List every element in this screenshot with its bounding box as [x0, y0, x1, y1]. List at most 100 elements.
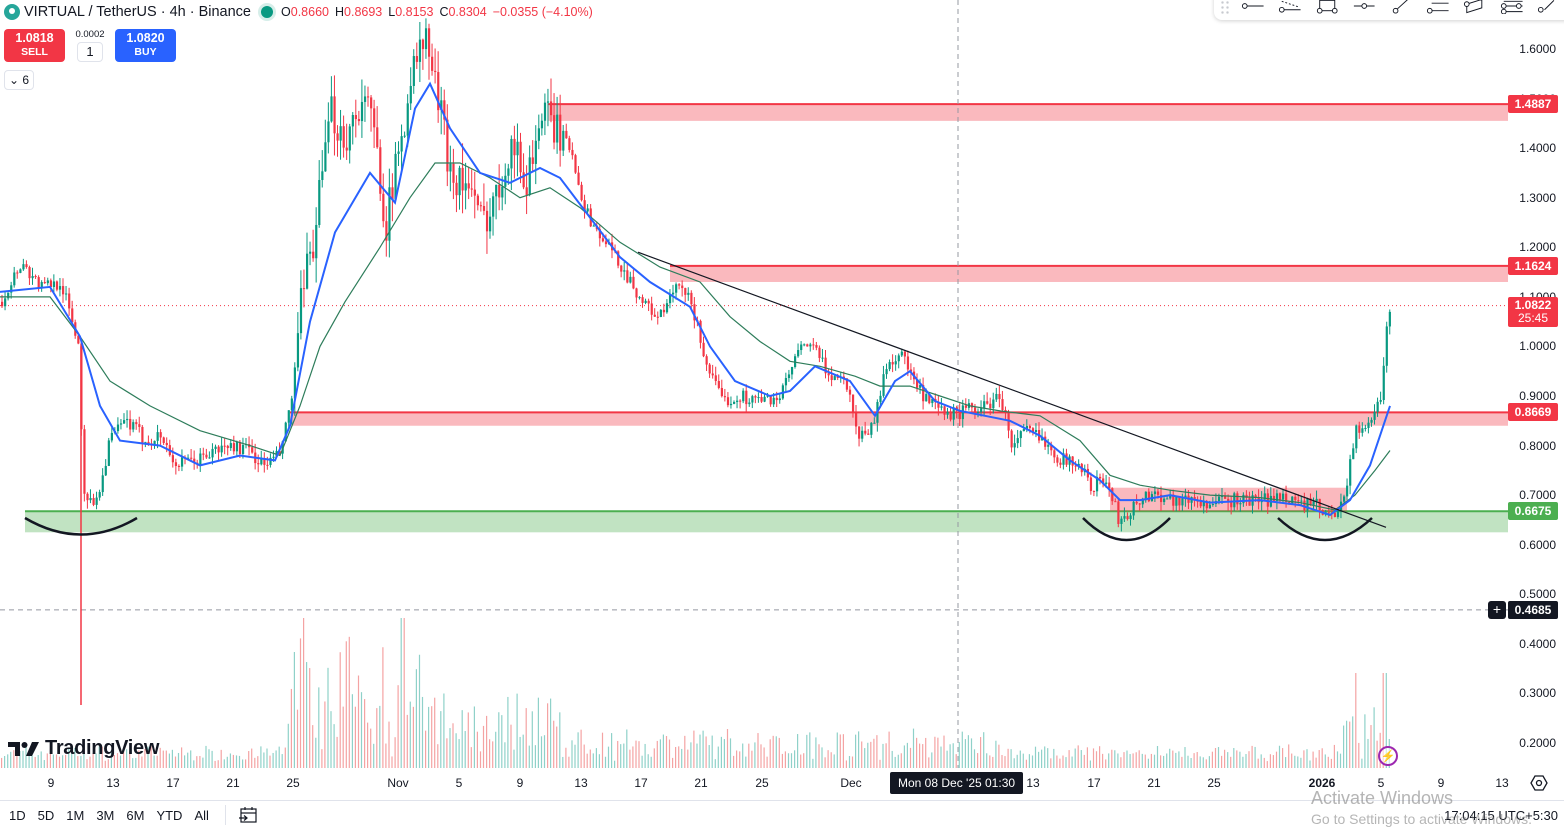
horizontal-ray-icon[interactable] [1352, 0, 1376, 14]
bar-countdown: 25:45 [1517, 310, 1549, 325]
price-label: 1.1624 [1508, 256, 1558, 275]
sell-price: 1.0818 [15, 31, 54, 45]
range-5d[interactable]: 5D [37, 807, 55, 823]
price-chart-canvas[interactable] [0, 0, 1508, 768]
rectangle-tool-icon[interactable] [1315, 0, 1339, 14]
price-tick: 0.6000 [1519, 537, 1556, 552]
bottom-toolbar: 1D 5D 1M 3M 6M YTD All 17:04:15 UTC+5:30 [0, 800, 1564, 829]
time-tick: 25 [286, 776, 300, 790]
sell-label: SELL [21, 46, 48, 58]
low-label: L [388, 5, 396, 19]
price-tick: 1.6000 [1519, 42, 1556, 56]
ema-fast-line[interactable] [0, 81, 1391, 517]
time-tick: 21 [694, 776, 708, 790]
time-tick: 17 [166, 776, 180, 790]
time-tick: 9 [1437, 776, 1445, 790]
quantity-input[interactable]: 1 [77, 42, 103, 62]
trend-line-icon[interactable] [1389, 0, 1413, 14]
close-value: 0.8304 [448, 5, 487, 19]
range-1d[interactable]: 1D [9, 807, 26, 823]
rounded-bottom-arc[interactable] [1082, 517, 1171, 542]
range-ytd[interactable]: YTD [156, 807, 183, 823]
parallel-channel-icon[interactable] [1278, 0, 1302, 14]
time-tick: Dec [840, 776, 862, 790]
price-label: 1.0822 25:45 [1508, 296, 1558, 327]
chevron-down-icon: ⌄ [8, 73, 20, 87]
go-to-date-icon[interactable] [238, 806, 258, 824]
add-alert-plus-icon[interactable]: + [1488, 600, 1506, 619]
ema-slow-line[interactable] [0, 162, 1391, 511]
price-label: 1.4887 [1508, 95, 1558, 114]
range-1m[interactable]: 1M [66, 807, 85, 823]
price-label-value: 0.8669 [1514, 405, 1552, 420]
resistance-zone[interactable] [548, 103, 1508, 121]
open-value: 0.8660 [290, 5, 329, 19]
clock-timezone[interactable]: 17:04:15 UTC+5:30 [1444, 808, 1558, 823]
price-axis[interactable]: 1.60001.50001.40001.30001.20001.10001.00… [1508, 0, 1564, 768]
time-tick: Nov [387, 776, 409, 790]
low-value: 0.8153 [395, 5, 434, 19]
price-tick: 0.7000 [1519, 488, 1556, 503]
candlesticks [1, 18, 1391, 705]
price-label-value: 1.0822 [1514, 297, 1552, 312]
range-all[interactable]: All [194, 807, 209, 823]
price-tick: 0.4000 [1519, 636, 1556, 651]
time-tick: 21 [226, 776, 240, 790]
price-tick: 1.4000 [1519, 141, 1556, 156]
indicators-toggle-button[interactable]: ⌄ 6 [4, 70, 34, 90]
resistance-zone[interactable] [290, 411, 1508, 426]
indicators-count: 6 [22, 73, 30, 87]
price-label-value: 0.4685 [1514, 602, 1552, 617]
price-tick: 0.3000 [1519, 686, 1556, 701]
high-value: 0.8693 [344, 5, 383, 19]
close-label: C [439, 5, 449, 19]
drawing-toolbar [1214, 0, 1564, 20]
price-label: 0.4685 [1508, 600, 1558, 619]
range-6m[interactable]: 6M [126, 807, 145, 823]
fib-retracement-icon[interactable] [1500, 0, 1524, 14]
price-tick: 1.0000 [1519, 339, 1556, 354]
buy-price: 1.0820 [126, 31, 165, 45]
drag-handle-icon[interactable] [1220, 0, 1230, 14]
rounded-bottom-arc[interactable] [24, 516, 138, 536]
lightning-icon[interactable]: ⚡ [1378, 746, 1398, 766]
info-line-icon[interactable] [1537, 0, 1561, 14]
symbol-logo-icon [4, 4, 20, 20]
parallelogram-icon[interactable] [1463, 0, 1487, 14]
range-3m[interactable]: 3M [96, 807, 115, 823]
symbol-title[interactable]: VIRTUAL / TetherUS · 4h · Binance [24, 4, 252, 20]
volume-bars [1, 618, 1390, 768]
buy-label: BUY [134, 46, 157, 58]
spread-value: 0.0002 [75, 29, 105, 40]
resistance-zone[interactable] [670, 264, 1508, 282]
price-tick: 0.8000 [1519, 438, 1556, 453]
price-label-value: 0.6675 [1514, 504, 1552, 519]
chart-settings-icon[interactable] [1530, 775, 1548, 791]
price-label: 0.8669 [1508, 403, 1558, 422]
open-label: O [281, 5, 291, 19]
support-zone[interactable] [25, 510, 1508, 533]
time-tick: 2026 [1308, 776, 1336, 790]
sell-button[interactable]: 1.0818 SELL [4, 29, 65, 62]
price-label: 0.6675 [1508, 502, 1558, 521]
price-tick: 0.9000 [1519, 389, 1556, 403]
price-tick: 1.2000 [1519, 240, 1556, 255]
time-tick: 25 [1207, 776, 1221, 790]
descending-trendline[interactable] [637, 251, 1387, 528]
time-tick: 13 [1495, 776, 1509, 790]
rounded-bottom-arc[interactable] [1277, 517, 1373, 542]
price-tick: 1.3000 [1519, 190, 1556, 205]
price-label-value: 1.4887 [1514, 97, 1552, 112]
time-axis[interactable]: 9 13 17 21 25 Nov 5 9 13 17 21 25 Dec 13 17 21 25 2026 5 9 1… [0, 768, 1509, 798]
tradingview-mark-icon [8, 741, 39, 756]
buy-button[interactable]: 1.0820 BUY [115, 29, 176, 62]
time-tick: 13 [574, 776, 588, 790]
tradingview-logo[interactable]: TradingView [8, 737, 159, 760]
ray-tool-icon[interactable] [1241, 0, 1265, 14]
crosshair-time-label: Mon 08 Dec '25 01:30 [890, 772, 1024, 794]
market-status-icon [261, 6, 274, 18]
trade-panel: 1.0818 SELL 0.0002 1 1.0820 BUY [4, 29, 176, 62]
horizontal-lines-icon[interactable] [1426, 0, 1450, 14]
symbol-legend: VIRTUAL / TetherUS · 4h · Binance O 0.86… [4, 4, 599, 20]
